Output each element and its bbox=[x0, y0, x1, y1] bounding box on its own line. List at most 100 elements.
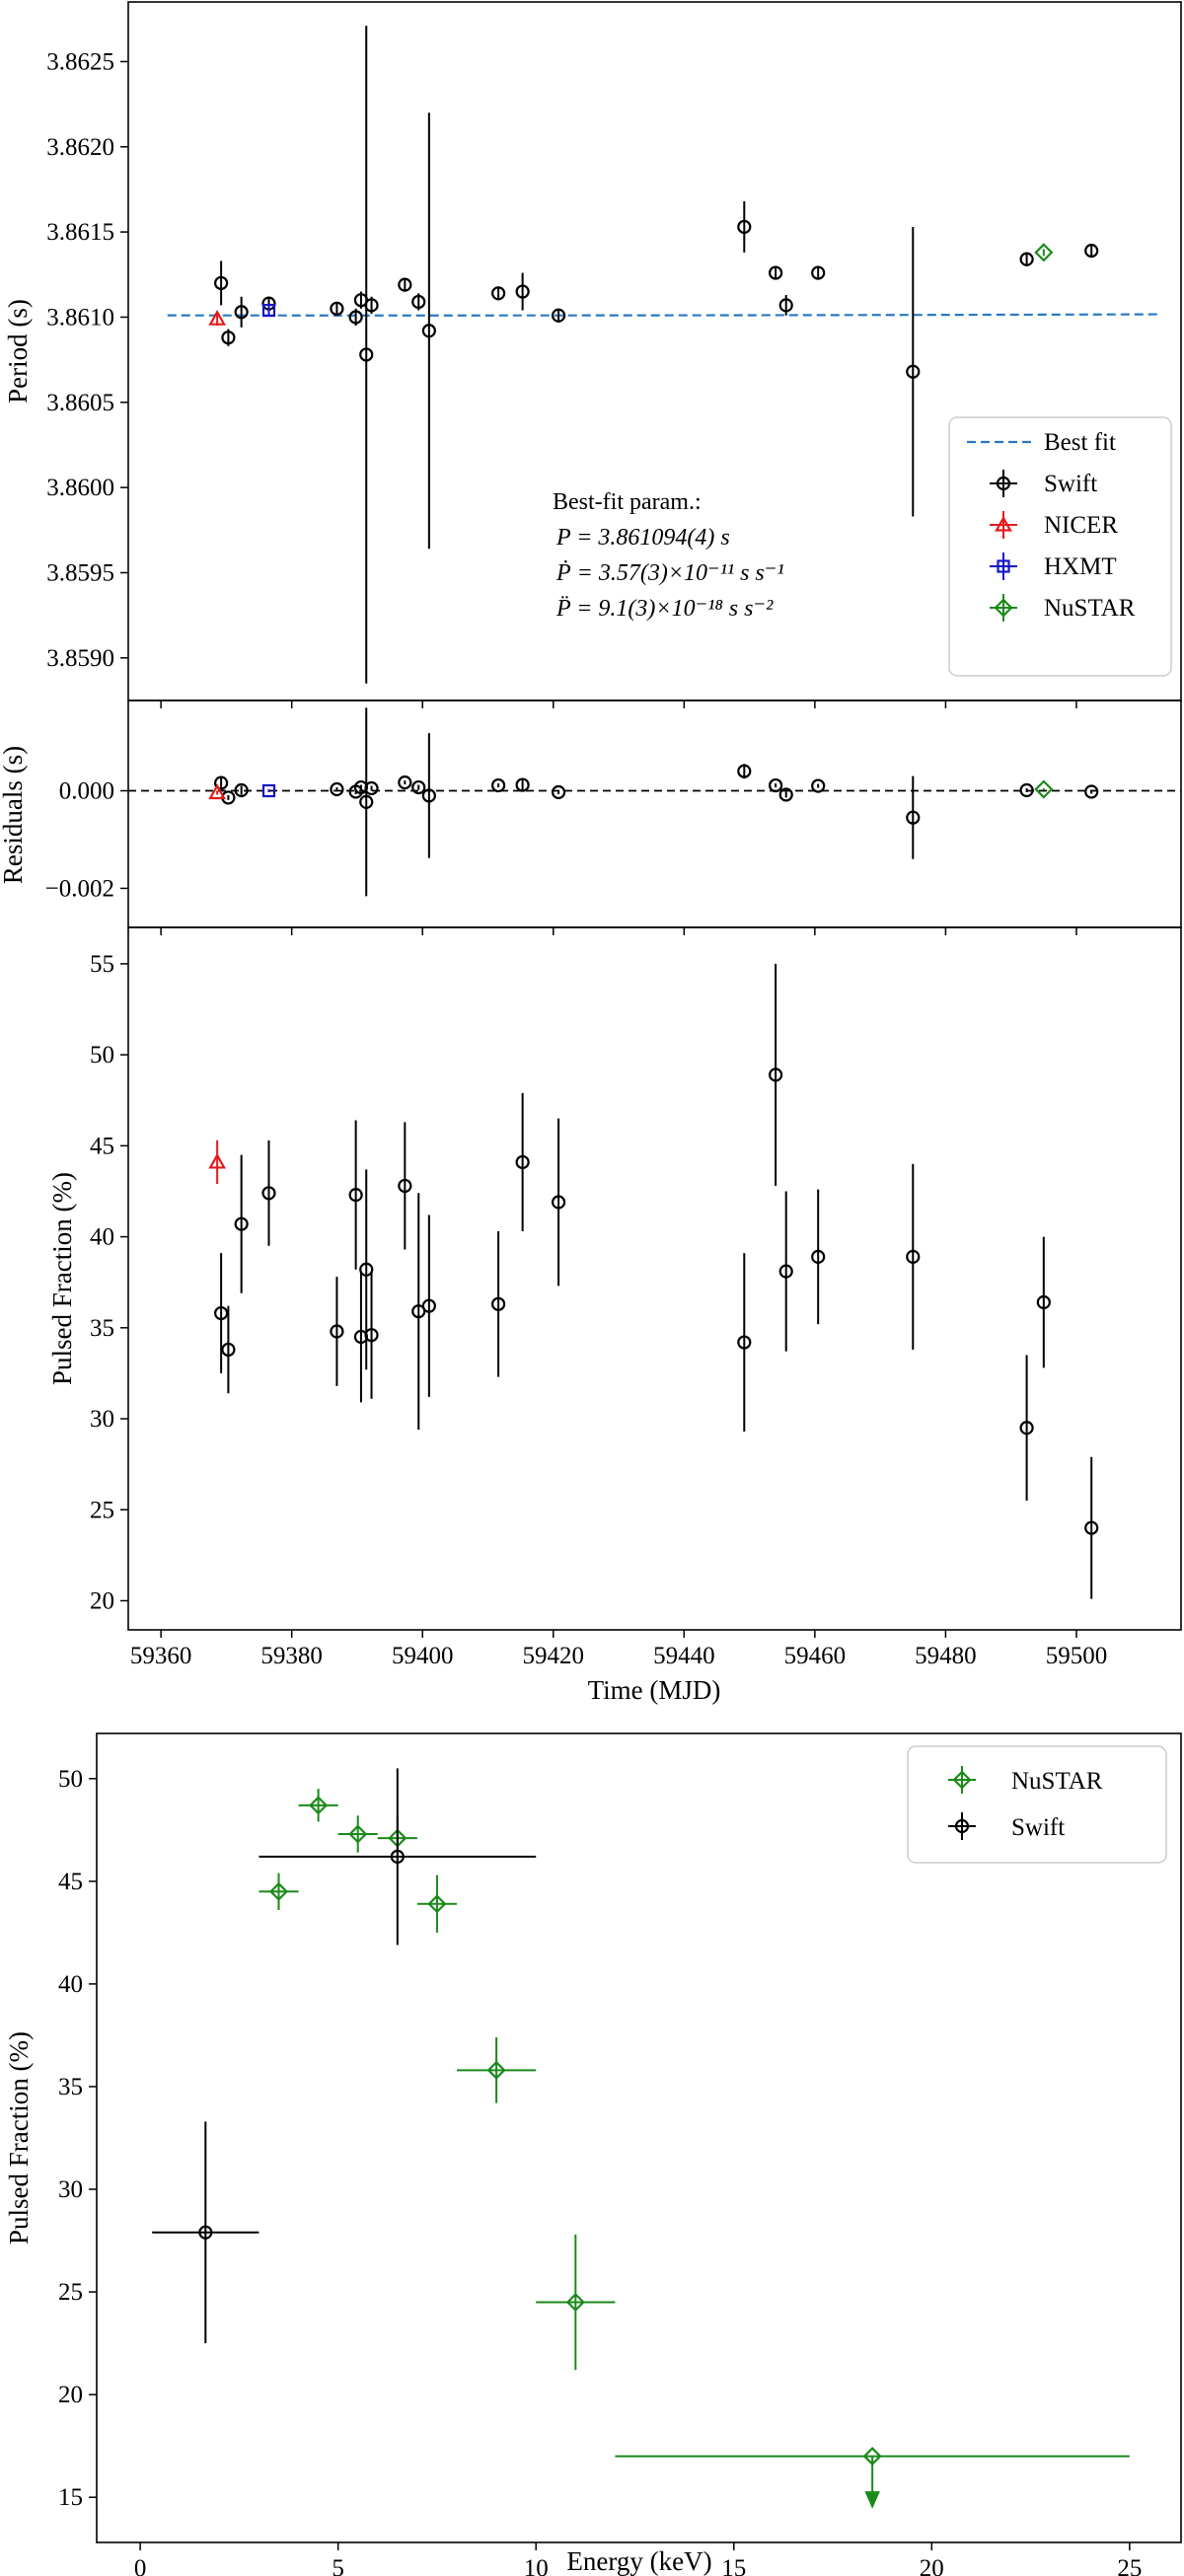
pulsed-fraction-time-xtick-label: 59400 bbox=[392, 1643, 454, 1669]
residuals-swift-point bbox=[1019, 782, 1034, 798]
pulsed-fraction-time-swift-point bbox=[811, 1249, 826, 1264]
pulsed-fraction-time-swift-point bbox=[411, 1304, 426, 1319]
legend-swift-marker bbox=[996, 476, 1011, 491]
pulsed-fraction-time-swift-point bbox=[515, 1154, 530, 1170]
period-swift-point bbox=[359, 347, 374, 362]
pulsed-fraction-time-swift-point bbox=[421, 1298, 436, 1313]
energy-x-axis-label: Energy (keV) bbox=[566, 2546, 711, 2576]
pulsed-fraction-energy-ytick-label: 15 bbox=[58, 2484, 83, 2511]
period-swift-point bbox=[1084, 244, 1099, 258]
residuals-swift-point bbox=[769, 777, 783, 793]
pulsed-fraction-time-swift-point bbox=[737, 1335, 752, 1350]
pulsed-fraction-energy-xtick-label: 5 bbox=[332, 2555, 344, 2576]
pulsed-fraction-time-ytick-label: 50 bbox=[90, 1042, 114, 1068]
pulsed-fraction-energy-ytick-label: 30 bbox=[58, 2176, 83, 2203]
pulsed-fraction-time-ytick-label: 45 bbox=[90, 1133, 114, 1159]
pulsed-fraction-energy-plot-area bbox=[152, 1768, 1130, 2509]
period-ytick-label: 3.8625 bbox=[46, 48, 114, 75]
pulsed-fraction-time-plot-area bbox=[208, 963, 1099, 1599]
residuals-swift-point bbox=[411, 779, 426, 795]
pulsed-fraction-energy-nustar-point bbox=[486, 2060, 506, 2080]
pulsed-fraction-energy-nustar-point bbox=[427, 1894, 447, 1914]
residuals-panel: −0.002 0.000 Residuals (s) bbox=[0, 699, 1182, 935]
period-swift-point bbox=[234, 305, 249, 320]
pulsed-fraction-time-swift-point bbox=[398, 1178, 412, 1194]
residuals-swift-point bbox=[214, 775, 229, 790]
pulsed-fraction-energy-nustar-point bbox=[348, 1824, 368, 1844]
time-x-axis-label: Time (MJD) bbox=[588, 1675, 721, 1705]
pulsed-fraction-energy-ytick-label: 50 bbox=[58, 1766, 83, 1793]
pulsed-fraction-energy-nustar-point bbox=[268, 1881, 289, 1901]
residuals-swift-point bbox=[398, 774, 412, 790]
pulsed-fraction-time-swift-point bbox=[551, 1195, 566, 1210]
period-swift-point bbox=[491, 286, 506, 301]
residuals-swift-point bbox=[364, 780, 379, 796]
pulsed-fraction-time-swift-point bbox=[214, 1305, 229, 1321]
pulsed-fraction-time-swift-point bbox=[348, 1188, 363, 1203]
pulsed-fraction-time-swift-point bbox=[330, 1324, 344, 1339]
period-swift-point bbox=[411, 294, 426, 310]
period-ytick-label: 3.8605 bbox=[46, 390, 114, 416]
period-swift-point bbox=[811, 265, 826, 280]
legend-label-nustar-energy: NuSTAR bbox=[1011, 1768, 1103, 1795]
residuals-y-axis-label: Residuals (s) bbox=[0, 746, 28, 884]
period-swift-point bbox=[778, 298, 793, 313]
pulsed-fraction-time-swift-point bbox=[778, 1264, 793, 1279]
period-legend: Best fit Swift NICER HXMT NuSTAR bbox=[948, 416, 1172, 677]
legend-label-hxmt: HXMT bbox=[1044, 553, 1117, 580]
pulsed-fraction-time-swift-point bbox=[1036, 1294, 1051, 1310]
pulsed-fraction-energy-nustar-point bbox=[565, 2292, 585, 2313]
energy-legend-symbols bbox=[948, 1766, 976, 1840]
residuals-swift-point bbox=[330, 781, 344, 797]
period-swift-point bbox=[737, 219, 752, 235]
pulsed-fraction-energy-nustar-point bbox=[862, 2447, 882, 2466]
pulsed-fraction-time-ticks: 20 25 30 35 40 45 50 55 59360 59380 59400 59420 5944… bbox=[90, 951, 1107, 1669]
pulsed-fraction-time-swift-point bbox=[359, 1262, 374, 1277]
period-hxmt-point bbox=[261, 303, 276, 318]
period-swift-point bbox=[515, 284, 530, 299]
energy-legend-nustar-marker bbox=[952, 1770, 972, 1790]
period-swift-point bbox=[364, 298, 379, 313]
pulsed-fraction-time-ytick-label: 20 bbox=[90, 1587, 114, 1614]
pulsed-fraction-time-axes-frame bbox=[127, 926, 1182, 1631]
pulsed-fraction-time-swift-point bbox=[491, 1296, 506, 1311]
residuals-nicer-point bbox=[208, 783, 227, 800]
annotation-period: P = 3.861094(4) s bbox=[555, 525, 730, 551]
period-swift-point bbox=[398, 277, 412, 292]
pulsed-fraction-energy-ticks: 15 20 25 30 35 40 45 50 0 5 10 15 20 25 bbox=[58, 1766, 1142, 2576]
pulsed-fraction-energy-nustar-upper-limit-arrow bbox=[864, 2491, 880, 2509]
legend-label-swift: Swift bbox=[1044, 471, 1097, 497]
pulsed-fraction-energy-ytick-label: 35 bbox=[58, 2074, 83, 2100]
period-swift-point bbox=[906, 364, 921, 379]
residuals-swift-point bbox=[491, 777, 506, 793]
period-ytick-label: 3.8615 bbox=[46, 219, 114, 246]
period-ytick-label: 3.8600 bbox=[46, 475, 114, 501]
period-plot-area bbox=[167, 26, 1162, 684]
pulsed-fraction-time-ytick-label: 30 bbox=[90, 1406, 114, 1433]
pulsed-fraction-time-panel: 20 25 30 35 40 45 50 55 59360 59380 59400 59420 5944… bbox=[47, 926, 1182, 1705]
residuals-ytick-label: −0.002 bbox=[45, 875, 114, 902]
pulsed-fraction-time-xtick-label: 59480 bbox=[915, 1643, 977, 1669]
residuals-y-ticks: −0.002 0.000 bbox=[45, 778, 1077, 935]
pulsed-fraction-time-ytick-label: 25 bbox=[90, 1497, 114, 1523]
period-ytick-label: 3.8595 bbox=[46, 559, 114, 586]
energy-legend: NuSTAR Swift bbox=[907, 1745, 1167, 1864]
residuals-swift-point bbox=[359, 794, 374, 809]
pulsed-fraction-energy-nustar-point bbox=[309, 1796, 329, 1815]
pulsed-fraction-energy-ytick-label: 45 bbox=[58, 1869, 83, 1895]
energy-legend-swift-marker bbox=[954, 1818, 970, 1834]
annotation-title: Best-fit param.: bbox=[553, 489, 702, 515]
pulsed-fraction-energy-panel: 15 20 25 30 35 40 45 50 0 5 10 15 20 25 Pulsed Fracti… bbox=[4, 1732, 1182, 2576]
period-swift-point bbox=[330, 301, 344, 316]
pulsed-fraction-energy-ytick-label: 20 bbox=[58, 2382, 83, 2408]
residuals-swift-point bbox=[515, 777, 530, 792]
pulsed-fraction-energy-axes-frame bbox=[96, 1732, 1182, 2543]
pulsed-fraction-energy-xtick-label: 0 bbox=[134, 2555, 147, 2576]
pulsed-fraction-time-ytick-label: 40 bbox=[90, 1224, 114, 1251]
legend-label-swift-energy: Swift bbox=[1011, 1814, 1065, 1841]
pulsed-fraction-time-swift-point bbox=[234, 1216, 249, 1231]
period-ytick-label: 3.8620 bbox=[46, 134, 114, 161]
pulsed-fraction-time-xtick-label: 59420 bbox=[523, 1643, 585, 1669]
annotation-pddot: P̈ = 9.1(3)×10⁻¹⁸ s s⁻² bbox=[555, 596, 774, 622]
